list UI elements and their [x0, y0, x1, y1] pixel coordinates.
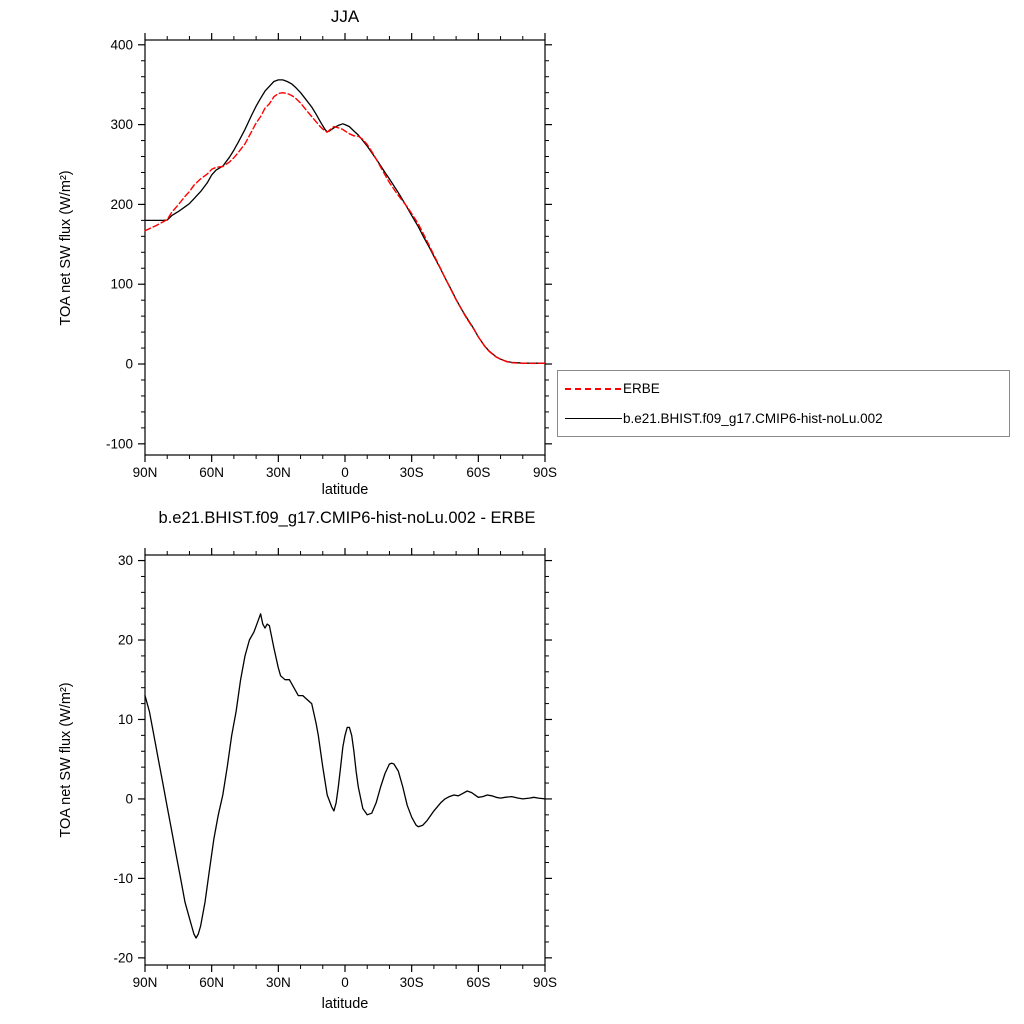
difference-chart-title: b.e21.BHIST.f09_g17.CMIP6-hist-noLu.002 … — [158, 509, 536, 527]
jja-chart-title: JJA — [330, 7, 360, 26]
y-tick-label: 200 — [110, 197, 133, 212]
x-tick-label: 30N — [266, 465, 291, 480]
series-line — [144, 613, 546, 939]
legend-row-erbe: ERBE — [558, 374, 1009, 404]
x-tick-label: 30N — [266, 975, 291, 990]
erbe-dashed-line-sample — [565, 387, 622, 390]
x-tick-label: 60N — [199, 465, 224, 480]
y-tick-label: -20 — [113, 950, 133, 965]
y-tick-label: -10 — [113, 871, 133, 886]
x-tick-label: 60S — [466, 465, 490, 480]
legend-label-model: b.e21.BHIST.f09_g17.CMIP6-hist-noLu.002 — [623, 411, 883, 426]
legend-label-erbe: ERBE — [623, 381, 660, 396]
jja-x-axis-label: latitude — [321, 482, 369, 498]
legend-row-model: b.e21.BHIST.f09_g17.CMIP6-hist-noLu.002 — [558, 404, 1009, 434]
x-tick-label: 90N — [133, 975, 158, 990]
difference-x-axis-label: latitude — [321, 996, 369, 1012]
difference-y-axis-label: TOA net SW flux (W/m²) — [58, 682, 74, 838]
y-tick-label: 400 — [110, 37, 133, 52]
y-tick-label: 20 — [118, 633, 133, 648]
x-tick-label: 0 — [341, 465, 349, 480]
x-tick-label: 90S — [533, 975, 557, 990]
y-tick-label: 300 — [110, 117, 133, 132]
model-solid-line-sample — [565, 417, 622, 420]
x-tick-label: 60S — [466, 975, 490, 990]
y-tick-label: 10 — [118, 712, 133, 727]
x-tick-label: 90S — [533, 465, 557, 480]
y-tick-label: 0 — [125, 791, 133, 806]
x-tick-label: 0 — [341, 975, 349, 990]
y-tick-label: 30 — [118, 553, 133, 568]
y-tick-label: 100 — [110, 277, 133, 292]
x-tick-label: 30S — [400, 975, 424, 990]
y-tick-label: -100 — [106, 436, 133, 451]
x-tick-label: 60N — [199, 975, 224, 990]
legend-box: ERBE b.e21.BHIST.f09_g17.CMIP6-hist-noLu… — [557, 370, 1010, 437]
series-line — [144, 91, 546, 365]
y-tick-label: 0 — [125, 357, 133, 372]
x-tick-label: 30S — [400, 465, 424, 480]
x-tick-label: 90N — [133, 465, 158, 480]
